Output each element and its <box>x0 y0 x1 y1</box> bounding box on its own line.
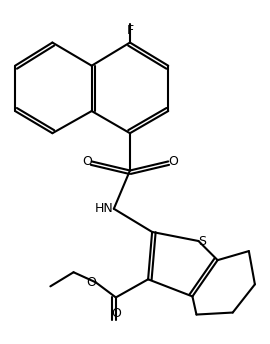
Text: S: S <box>198 235 207 248</box>
Text: HN: HN <box>95 202 114 215</box>
Text: O: O <box>168 155 178 168</box>
Text: O: O <box>111 307 121 320</box>
Text: F: F <box>126 24 134 37</box>
Text: O: O <box>86 276 96 289</box>
Text: O: O <box>82 155 92 168</box>
